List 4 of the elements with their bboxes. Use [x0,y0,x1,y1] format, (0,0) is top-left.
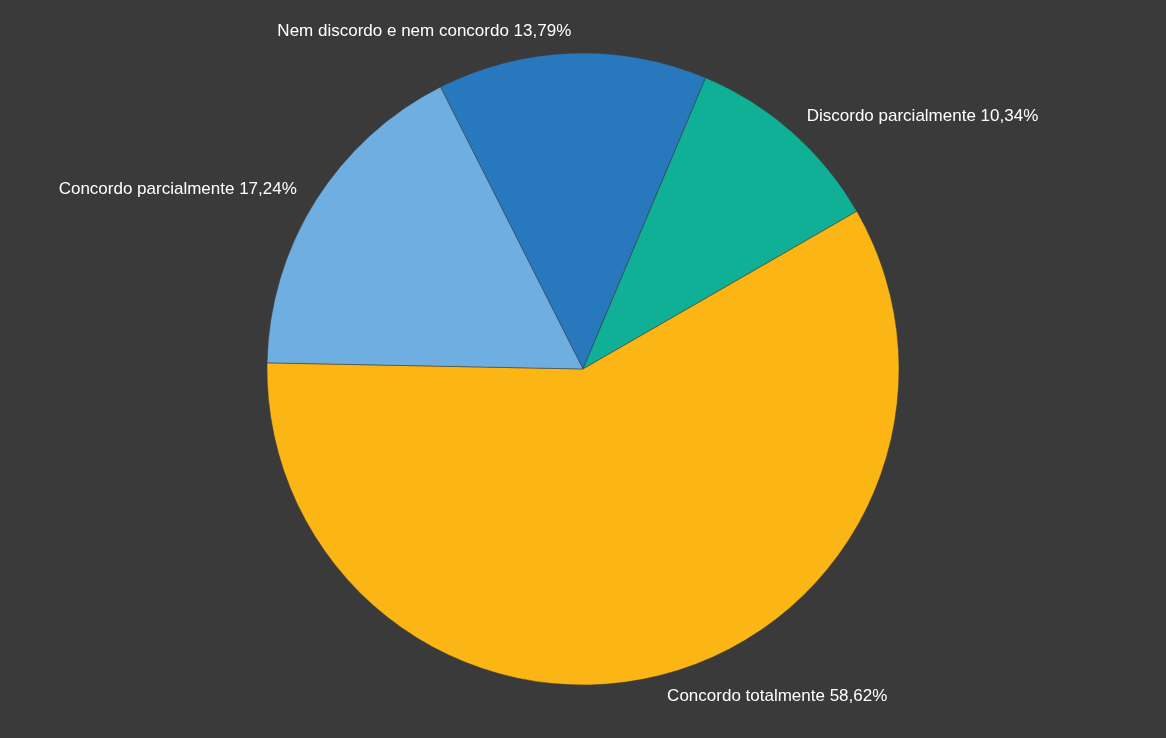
slice-label: Concordo totalmente 58,62% [667,686,888,706]
slice-label: Nem discordo e nem concordo 13,79% [277,21,572,41]
slice-label: Discordo parcialmente 10,34% [806,105,1039,125]
slice-label: Concordo parcialmente 17,24% [58,179,297,199]
